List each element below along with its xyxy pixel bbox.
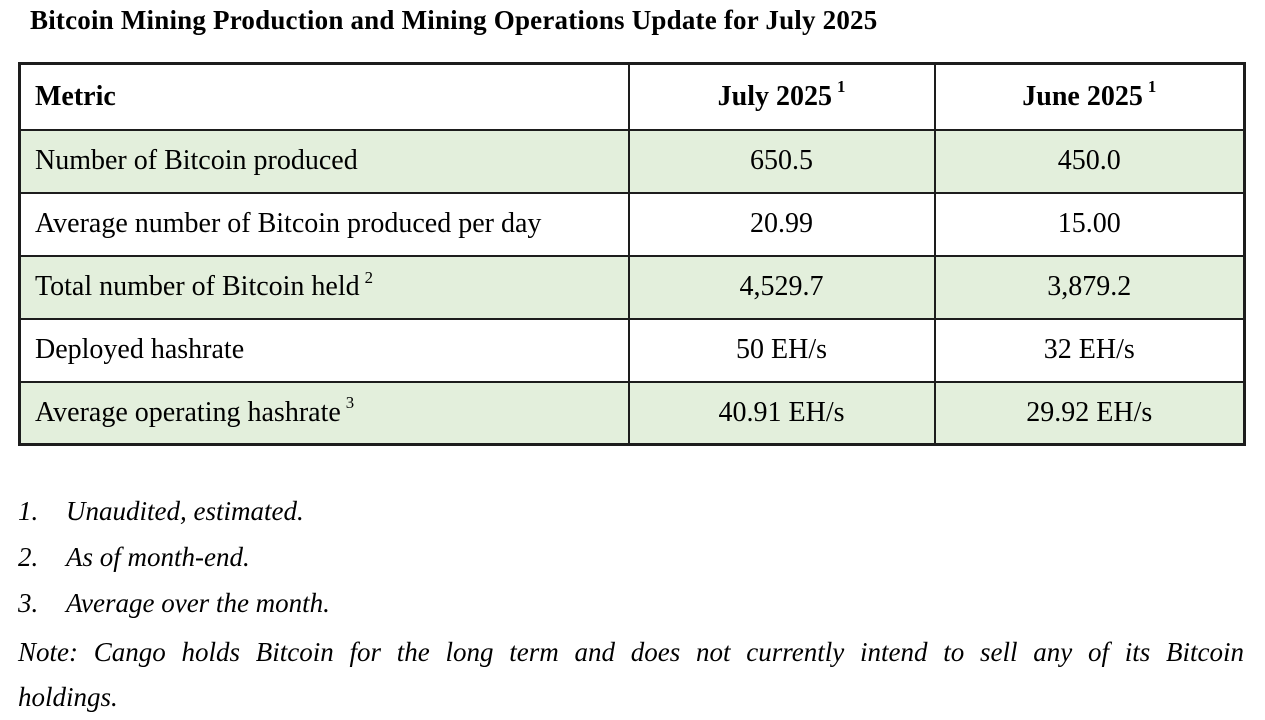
metric-cell: Deployed hashrate bbox=[18, 317, 630, 383]
note-paragraph: Note: Cango holds Bitcoin for the long t… bbox=[18, 630, 1244, 720]
header-cell-metric: Metric bbox=[18, 62, 630, 131]
header-metric-label: Metric bbox=[35, 80, 116, 112]
table-header-row: Metric July 2025 1 June 2025 1 bbox=[18, 62, 1246, 131]
july-value-cell: 4,529.7 bbox=[627, 254, 936, 320]
header-july-footnote-ref: 1 bbox=[836, 77, 846, 97]
metric-label: Average number of Bitcoin produced per d… bbox=[35, 208, 542, 239]
header-cell-june-2025: June 2025 1 bbox=[933, 62, 1246, 131]
header-june-footnote-ref: 1 bbox=[1147, 77, 1157, 97]
note-line: Note: Cango holds Bitcoin for the long t… bbox=[18, 637, 1244, 667]
table-row: Number of Bitcoin produced 650.5 450.0 bbox=[18, 128, 1246, 194]
footnote-number: 2. bbox=[18, 542, 39, 572]
metric-label: Average operating hashrate bbox=[35, 396, 341, 428]
header-june-label: June 2025 bbox=[1022, 80, 1143, 112]
metric-cell: Average operating hashrate 3 bbox=[18, 380, 630, 446]
table-row: Average operating hashrate 3 40.91 EH/s 2… bbox=[18, 380, 1246, 446]
june-value-cell: 29.92 EH/s bbox=[933, 380, 1246, 446]
footnote-number: 1. bbox=[18, 496, 39, 526]
metric-footnote-ref: 3 bbox=[345, 393, 355, 413]
june-value-cell: 32 EH/s bbox=[933, 317, 1246, 383]
metric-cell: Total number of Bitcoin held 2 bbox=[18, 254, 630, 320]
july-value-cell: 650.5 bbox=[627, 128, 936, 194]
footnote-item: 2. As of month-end. bbox=[18, 542, 1244, 588]
metric-footnote-ref: 2 bbox=[364, 267, 374, 287]
header-cell-july-2025: July 2025 1 bbox=[627, 62, 936, 131]
footnote-item: 3. Average over the month. bbox=[18, 588, 1244, 634]
metric-label: Total number of Bitcoin held bbox=[35, 271, 360, 302]
page-title: Bitcoin Mining Production and Mining Ope… bbox=[30, 5, 878, 35]
footnote-item: 1. Unaudited, estimated. bbox=[18, 496, 1244, 542]
table-row: Total number of Bitcoin held 2 4,529.7 3,… bbox=[18, 254, 1246, 320]
footnote-number: 3. bbox=[18, 588, 39, 618]
metric-label: Number of Bitcoin produced bbox=[35, 145, 358, 176]
june-value-cell: 15.00 bbox=[933, 191, 1246, 257]
july-value-cell: 50 EH/s bbox=[627, 317, 936, 383]
table-row: Deployed hashrate 50 EH/s 32 EH/s bbox=[18, 317, 1246, 383]
june-value-cell: 3,879.2 bbox=[933, 254, 1246, 320]
metric-cell: Number of Bitcoin produced bbox=[18, 128, 630, 194]
footnotes-list: 1. Unaudited, estimated. 2. As of month-… bbox=[18, 496, 1244, 634]
july-value-cell: 20.99 bbox=[627, 191, 936, 257]
footnote-text: As of month-end. bbox=[66, 542, 250, 572]
footnote-text: Unaudited, estimated. bbox=[66, 496, 304, 526]
header-july-label: July 2025 bbox=[717, 80, 832, 112]
note-line: holdings. bbox=[18, 682, 118, 712]
mining-metrics-table: Metric July 2025 1 June 2025 1 Number of B… bbox=[18, 62, 1246, 446]
july-value-cell: 40.91 EH/s bbox=[627, 380, 936, 446]
footnote-text: Average over the month. bbox=[66, 588, 330, 618]
table-row: Average number of Bitcoin produced per d… bbox=[18, 191, 1246, 257]
june-value-cell: 450.0 bbox=[933, 128, 1246, 194]
metric-label: Deployed hashrate bbox=[35, 334, 245, 365]
metric-cell: Average number of Bitcoin produced per d… bbox=[18, 191, 630, 257]
